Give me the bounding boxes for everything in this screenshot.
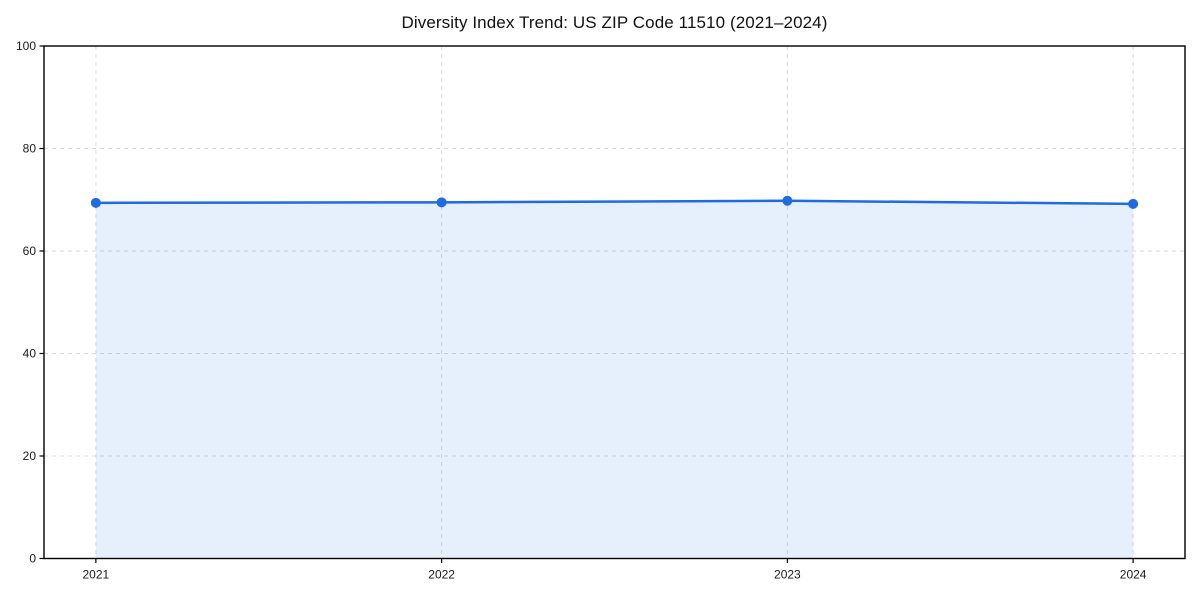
x-tick-label: 2022 xyxy=(428,568,455,582)
x-tick-label: 2023 xyxy=(774,568,801,582)
plot-spines xyxy=(43,45,1186,560)
trend-line xyxy=(94,199,1135,206)
x-tick-label: 2024 xyxy=(1120,568,1147,582)
y-tick-label: 20 xyxy=(23,449,37,463)
data-point-marker xyxy=(90,197,101,208)
y-tick-label: 40 xyxy=(23,347,37,361)
chart-title: Diversity Index Trend: US ZIP Code 11510… xyxy=(401,13,828,32)
area-fill xyxy=(95,200,1134,559)
data-point-marker xyxy=(1128,198,1139,209)
data-point-marker xyxy=(782,195,793,206)
y-tick-label: 0 xyxy=(29,552,36,566)
data-point-marker xyxy=(436,197,447,208)
y-tick-label: 60 xyxy=(23,244,37,258)
y-tick-label: 100 xyxy=(16,39,36,53)
x-tick-label: 2021 xyxy=(83,568,110,582)
y-tick-label: 80 xyxy=(23,142,37,156)
